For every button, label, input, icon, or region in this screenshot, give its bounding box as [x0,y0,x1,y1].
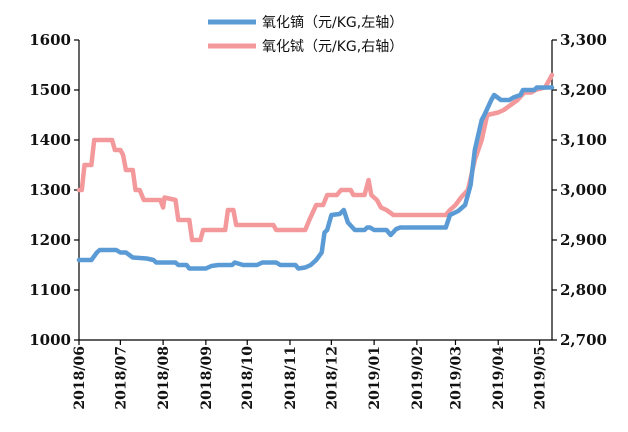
left-y-axis: 1000 1100 1200 1300 1400 1500 1600 [29,31,80,349]
series-line-terbium [76,72,555,243]
left-tick-label: 1100 [29,281,71,299]
left-tick-label: 1000 [29,331,71,349]
x-tick-label: 2018/08 [156,346,172,410]
right-tick-label: 2,700 [560,331,607,349]
left-tick-label: 1200 [29,231,71,249]
right-tick-label: 3,300 [560,31,607,49]
left-tick-label: 1400 [29,131,71,149]
legend-label: 氧化镝（元/KG,左轴） [262,14,403,31]
x-tick-label: 2018/11 [283,346,299,410]
left-tick-label: 1500 [29,81,71,99]
legend: 氧化镝（元/KG,左轴） 氧化铽（元/KG,右轴） [208,14,403,55]
x-tick-label: 2019/04 [491,346,507,410]
right-tick-label: 2,900 [560,231,607,249]
x-tick-label: 2018/10 [240,346,256,410]
series-line-dysprosium [76,85,555,271]
x-tick-label: 2019/03 [448,346,464,410]
series-layer [76,72,555,271]
right-y-axis: 2,700 2,800 2,900 3,000 3,100 3,200 3,300 [551,31,607,349]
x-tick-label: 2018/07 [113,346,129,410]
x-tick-label: 2018/12 [324,346,340,410]
x-tick-label: 2019/05 [533,346,549,410]
x-tick-label: 2018/06 [72,346,88,410]
right-tick-label: 3,200 [560,81,607,99]
x-tick-label: 2019/01 [367,346,383,410]
left-tick-label: 1600 [29,31,71,49]
right-tick-label: 3,000 [560,181,607,199]
x-tick-label: 2019/02 [410,346,426,410]
x-tick-label: 2018/09 [199,346,215,410]
right-tick-label: 2,800 [560,281,607,299]
legend-label: 氧化铽（元/KG,右轴） [262,39,403,55]
left-tick-label: 1300 [29,181,71,199]
x-axis: 2018/06 2018/07 2018/08 2018/09 2018/10 2018/… [72,339,552,410]
right-tick-label: 3,100 [560,131,607,149]
